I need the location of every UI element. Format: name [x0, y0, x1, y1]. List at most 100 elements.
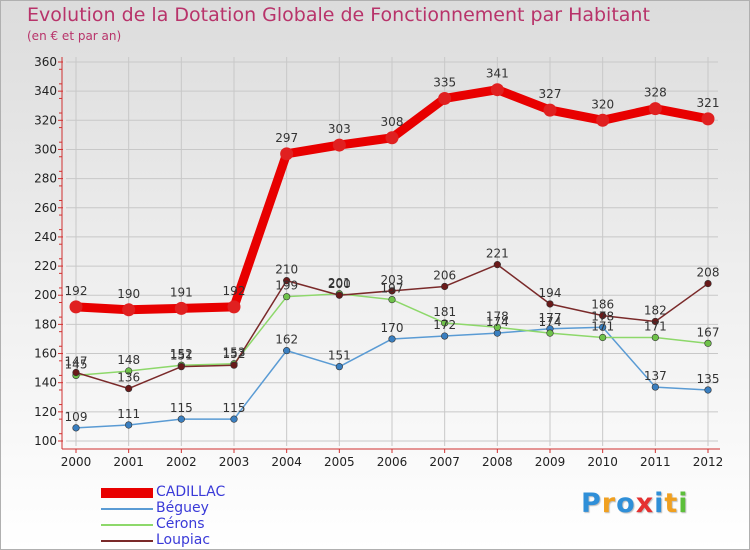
data-label-loupiac: 136 [117, 371, 140, 385]
data-point-beguey [599, 323, 607, 331]
data-label-cerons: 153 [223, 346, 246, 360]
data-point-loupiac [125, 384, 133, 393]
data-point-cerons [283, 293, 291, 301]
data-label-beguey: 174 [486, 315, 509, 329]
x-tick-label: 2003 [219, 455, 250, 469]
data-label-cerons: 199 [275, 279, 298, 293]
data-point-cadillac [648, 102, 662, 116]
x-tick-label: 2000 [61, 455, 92, 469]
data-point-cadillac [438, 91, 452, 105]
data-label-loupiac: 208 [697, 266, 720, 280]
data-point-loupiac [283, 277, 291, 285]
data-label-loupiac: 200 [328, 277, 351, 291]
tick-labels: 100 120 140 160 180 200 220 240 260 280 300 320 340 3… [34, 55, 723, 469]
data-point-cerons [546, 329, 554, 337]
plot-area: 100 120 140 160 180 200 220 240 260 280 300 320 340 3… [34, 55, 723, 469]
data-label-beguey: 177 [539, 311, 562, 325]
y-tick-label: 100 [34, 434, 57, 448]
data-label-cadillac: 341 [486, 67, 509, 81]
legend-item-cadillac[interactable]: CADILLAC [101, 484, 321, 501]
data-point-loupiac [651, 317, 659, 326]
legend-swatch-cerons [101, 524, 153, 526]
data-point-loupiac [388, 287, 396, 295]
data-point-beguey [230, 415, 238, 423]
data-label-cerons: 148 [117, 353, 140, 367]
data-label-loupiac: 151 [170, 349, 193, 363]
y-tick-label: 360 [34, 55, 57, 69]
data-label-loupiac: 182 [644, 303, 667, 317]
x-tick-label: 2012 [693, 455, 724, 469]
data-point-cadillac [227, 300, 241, 314]
data-label-beguey: 109 [65, 410, 88, 424]
data-label-beguey: 115 [170, 401, 193, 415]
data-point-cerons [441, 319, 449, 327]
logo-letter: i [654, 488, 665, 519]
data-point-loupiac [599, 312, 607, 320]
legend-swatch-beguey [101, 508, 153, 510]
data-label-beguey: 172 [433, 318, 456, 332]
data-point-beguey [651, 383, 659, 391]
data-point-cadillac [69, 300, 83, 314]
y-tick-label: 240 [34, 230, 57, 244]
data-label-loupiac: 194 [539, 286, 562, 300]
data-point-loupiac [546, 300, 554, 308]
data-point-beguey [441, 332, 449, 340]
data-point-cerons [388, 296, 396, 304]
legend-item-loupiac[interactable]: Loupiac [101, 532, 321, 549]
data-label-cerons: 152 [170, 347, 193, 361]
data-label-cadillac: 327 [539, 87, 562, 101]
data-point-cerons [704, 339, 712, 347]
y-tick-label: 260 [34, 201, 57, 215]
data-label-cerons: 171 [591, 320, 614, 334]
data-point-cadillac [280, 147, 294, 161]
x-tick-label: 2004 [271, 455, 302, 469]
data-point-loupiac [441, 282, 449, 291]
x-tick-label: 2011 [640, 455, 671, 469]
data-label-cerons: 197 [381, 282, 404, 296]
data-label-loupiac: 186 [591, 298, 614, 312]
data-label-cadillac: 321 [697, 96, 720, 110]
legend-item-beguey[interactable]: Béguey [101, 500, 321, 517]
data-label-cadillac: 297 [275, 131, 298, 145]
legend-label-loupiac: Loupiac [156, 532, 211, 548]
x-tick-label: 2006 [377, 455, 408, 469]
data-label-cerons: 145 [65, 357, 88, 371]
data-point-beguey [388, 335, 396, 343]
data-label-cadillac: 335 [433, 75, 456, 89]
y-tick-label: 320 [34, 113, 57, 127]
data-point-loupiac [177, 363, 185, 371]
data-label-cadillac: 308 [381, 115, 404, 129]
proxiti-logo: Proxiti [581, 488, 689, 519]
data-point-beguey [177, 415, 185, 423]
chart-subtitle: (en € et par an) [27, 29, 122, 43]
data-point-cerons [651, 333, 659, 342]
series-loupiac [72, 261, 712, 393]
data-point-loupiac [493, 261, 501, 269]
data-label-cerons: 201 [328, 276, 351, 290]
y-tick-label: 280 [34, 172, 57, 186]
axes [58, 57, 720, 453]
data-point-cerons [599, 333, 607, 342]
data-point-cadillac [701, 112, 715, 126]
x-tick-label: 2008 [482, 455, 513, 469]
data-label-cadillac: 190 [117, 287, 140, 301]
data-label-cadillac: 192 [65, 284, 88, 298]
legend-swatch-loupiac [101, 540, 153, 542]
data-label-cadillac: 191 [170, 285, 193, 299]
data-point-cadillac [490, 83, 504, 97]
data-label-cadillac: 328 [644, 86, 667, 100]
logo-letter: x [635, 488, 655, 519]
data-label-beguey: 137 [644, 369, 667, 383]
data-label-loupiac: 210 [275, 263, 298, 277]
data-label-beguey: 111 [117, 407, 140, 421]
legend-label-cadillac: CADILLAC [156, 484, 226, 500]
data-point-cadillac [385, 131, 399, 145]
data-point-loupiac [704, 279, 712, 288]
logo-letter: o [616, 488, 636, 519]
logo-letter: i [678, 488, 689, 519]
data-label-loupiac: 221 [486, 247, 509, 261]
y-tick-label: 300 [34, 142, 57, 156]
y-tick-label: 200 [34, 288, 57, 302]
legend-item-cerons[interactable]: Cérons [101, 516, 321, 533]
